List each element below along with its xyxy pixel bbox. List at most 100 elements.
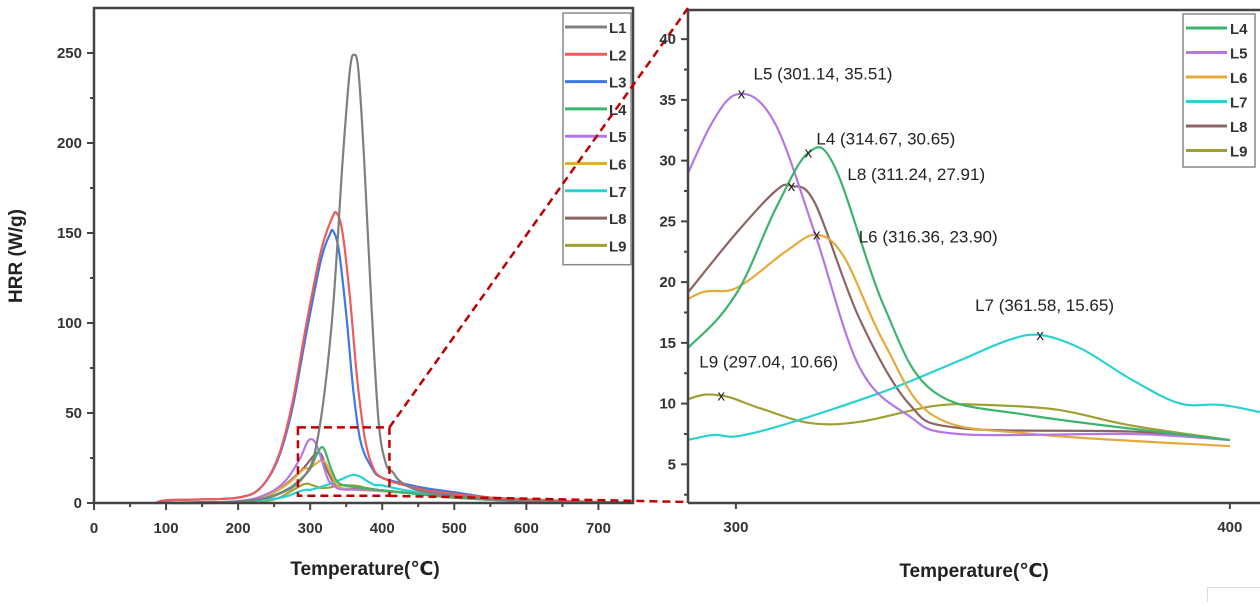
peak-annotations: xL5 (301.14, 35.51)xL4 (314.67, 30.65)xL… xyxy=(699,65,1114,405)
left-x-tick-label: 600 xyxy=(514,520,539,537)
right-y-tick-label: 30 xyxy=(659,153,676,170)
peak-label: L6 (316.36, 23.90) xyxy=(859,228,998,247)
right-legend-label: L7 xyxy=(1230,95,1248,112)
right-legend-label: L8 xyxy=(1230,119,1248,136)
left-legend-item: L3 xyxy=(565,75,627,92)
peak-label: L8 (311.24, 27.91) xyxy=(847,165,985,184)
left-series-line-l3 xyxy=(154,228,631,505)
right-legend-label: L5 xyxy=(1230,46,1248,63)
zoom-indicator xyxy=(296,7,690,504)
left-legend-label: L9 xyxy=(609,238,627,255)
right-y-tick-label: 10 xyxy=(659,396,676,413)
right-legend: L4 L5 L6 L7 L8 L9 xyxy=(1182,13,1256,168)
peak-annotation-l8: x L8 (311.24, 27.91) xyxy=(788,165,985,195)
right-y-tick-label: 25 xyxy=(659,213,676,230)
left-curves xyxy=(154,53,631,505)
peak-marker-x: x xyxy=(788,178,796,195)
right-series-line-l7 xyxy=(688,333,1260,442)
left-y-tick-label: 150 xyxy=(57,225,82,242)
left-legend-label: L3 xyxy=(609,75,627,92)
peak-annotation-l5: x L5 (301.14, 35.51) xyxy=(738,65,893,103)
right-chart: 5 10 15 20 25 30 35 40 300 400 x L5 (301.14, 35.5… xyxy=(659,8,1260,582)
right-y-axis: 5 10 15 20 25 30 35 40 xyxy=(659,31,688,496)
right-y-tick-label: 20 xyxy=(659,274,676,291)
left-chart: 0 50 100 150 200 250 0 100 200 300 400 500 600 700 T… xyxy=(6,6,635,580)
right-x-axis-title: Temperature(℃) xyxy=(899,561,1048,582)
left-x-tick-label: 700 xyxy=(586,520,611,537)
left-plot-frame xyxy=(92,6,635,505)
right-y-tick-label: 5 xyxy=(668,456,676,473)
right-x-tick-label: 300 xyxy=(723,519,748,536)
peak-annotation-l9: x L9 (297.04, 10.66) xyxy=(699,353,838,405)
left-legend-item: L9 xyxy=(565,238,627,255)
left-legend-item: L8 xyxy=(565,211,627,228)
left-legend-item: L7 xyxy=(565,184,627,201)
zoom-box xyxy=(296,426,391,498)
right-series-line-l4 xyxy=(688,146,1230,442)
peak-marker-x: x xyxy=(1036,327,1044,344)
left-x-axis-title: Temperature(℃) xyxy=(290,559,439,580)
right-x-tick-label: 400 xyxy=(1217,519,1242,536)
peak-marker-x: x xyxy=(718,388,726,405)
left-legend-item: L5 xyxy=(565,129,627,146)
left-legend-label: L6 xyxy=(609,157,627,174)
left-series-line-l4 xyxy=(173,445,631,505)
right-series-line-l9 xyxy=(688,393,1231,442)
peak-annotation-l6: x L6 (316.36, 23.90) xyxy=(813,227,998,247)
right-x-axis: 300 400 xyxy=(723,502,1242,536)
corner-box xyxy=(1207,587,1260,602)
left-legend-item: L6 xyxy=(565,157,627,174)
left-series-line-l1 xyxy=(155,53,631,505)
right-legend-label: L6 xyxy=(1230,70,1248,87)
left-y-axis-title: HRR (W/g) xyxy=(6,209,27,303)
right-legend-item: L7 xyxy=(1186,95,1248,112)
right-curves xyxy=(688,92,1260,448)
right-series-line-l6 xyxy=(688,233,1230,448)
peak-label: L4 (314.67, 30.65) xyxy=(816,130,955,149)
left-y-tick-label: 200 xyxy=(57,135,82,152)
left-legend-item: L1 xyxy=(565,20,627,37)
right-legend-item: L8 xyxy=(1186,119,1248,136)
peak-marker-x: x xyxy=(805,145,813,162)
left-x-tick-label: 500 xyxy=(442,520,467,537)
left-legend-label: L8 xyxy=(609,211,627,228)
right-y-tick-label: 40 xyxy=(659,31,676,48)
left-y-tick-label: 0 xyxy=(74,495,82,512)
left-y-axis: 0 50 100 150 200 250 xyxy=(57,45,94,512)
left-legend-label: L5 xyxy=(609,129,627,146)
right-y-tick-label: 35 xyxy=(659,92,676,109)
peak-annotation-l4: xL4 (314.67, 30.65) xyxy=(805,130,956,162)
left-x-axis: 0 100 200 300 400 500 600 700 xyxy=(90,503,611,537)
left-legend-label: L2 xyxy=(609,47,627,64)
peak-marker-x: x xyxy=(813,227,821,244)
zoom-connector-bottom xyxy=(389,494,689,504)
right-legend-label: L9 xyxy=(1230,144,1248,161)
peak-label: L7 (361.58, 15.65) xyxy=(975,296,1114,315)
left-x-tick-label: 300 xyxy=(298,520,323,537)
left-x-tick-label: 0 xyxy=(90,520,98,537)
peak-label: L9 (297.04, 10.66) xyxy=(699,353,838,372)
left-legend-label: L1 xyxy=(609,20,627,37)
left-y-tick-label: 100 xyxy=(57,315,82,332)
right-legend-item: L6 xyxy=(1186,70,1248,87)
right-legend-item: L9 xyxy=(1186,144,1248,161)
left-series-line-l7 xyxy=(173,473,631,505)
left-series-line-l8 xyxy=(173,451,631,505)
right-series-line-l5 xyxy=(688,92,1230,442)
right-legend-box xyxy=(1182,13,1256,168)
left-y-tick-label: 50 xyxy=(65,405,82,422)
left-legend-item: L2 xyxy=(565,47,627,64)
left-y-tick-label: 250 xyxy=(57,45,82,62)
right-series-line-l8 xyxy=(688,183,1230,442)
left-series-line-l2 xyxy=(154,211,631,505)
right-legend-label: L4 xyxy=(1230,21,1248,38)
peak-marker-x: x xyxy=(738,86,746,103)
right-legend-item: L4 xyxy=(1186,21,1248,38)
left-legend-label: L7 xyxy=(609,184,627,201)
zoom-connector-top xyxy=(388,7,690,429)
right-legend-item: L5 xyxy=(1186,46,1248,63)
peak-label: L5 (301.14, 35.51) xyxy=(754,65,893,84)
